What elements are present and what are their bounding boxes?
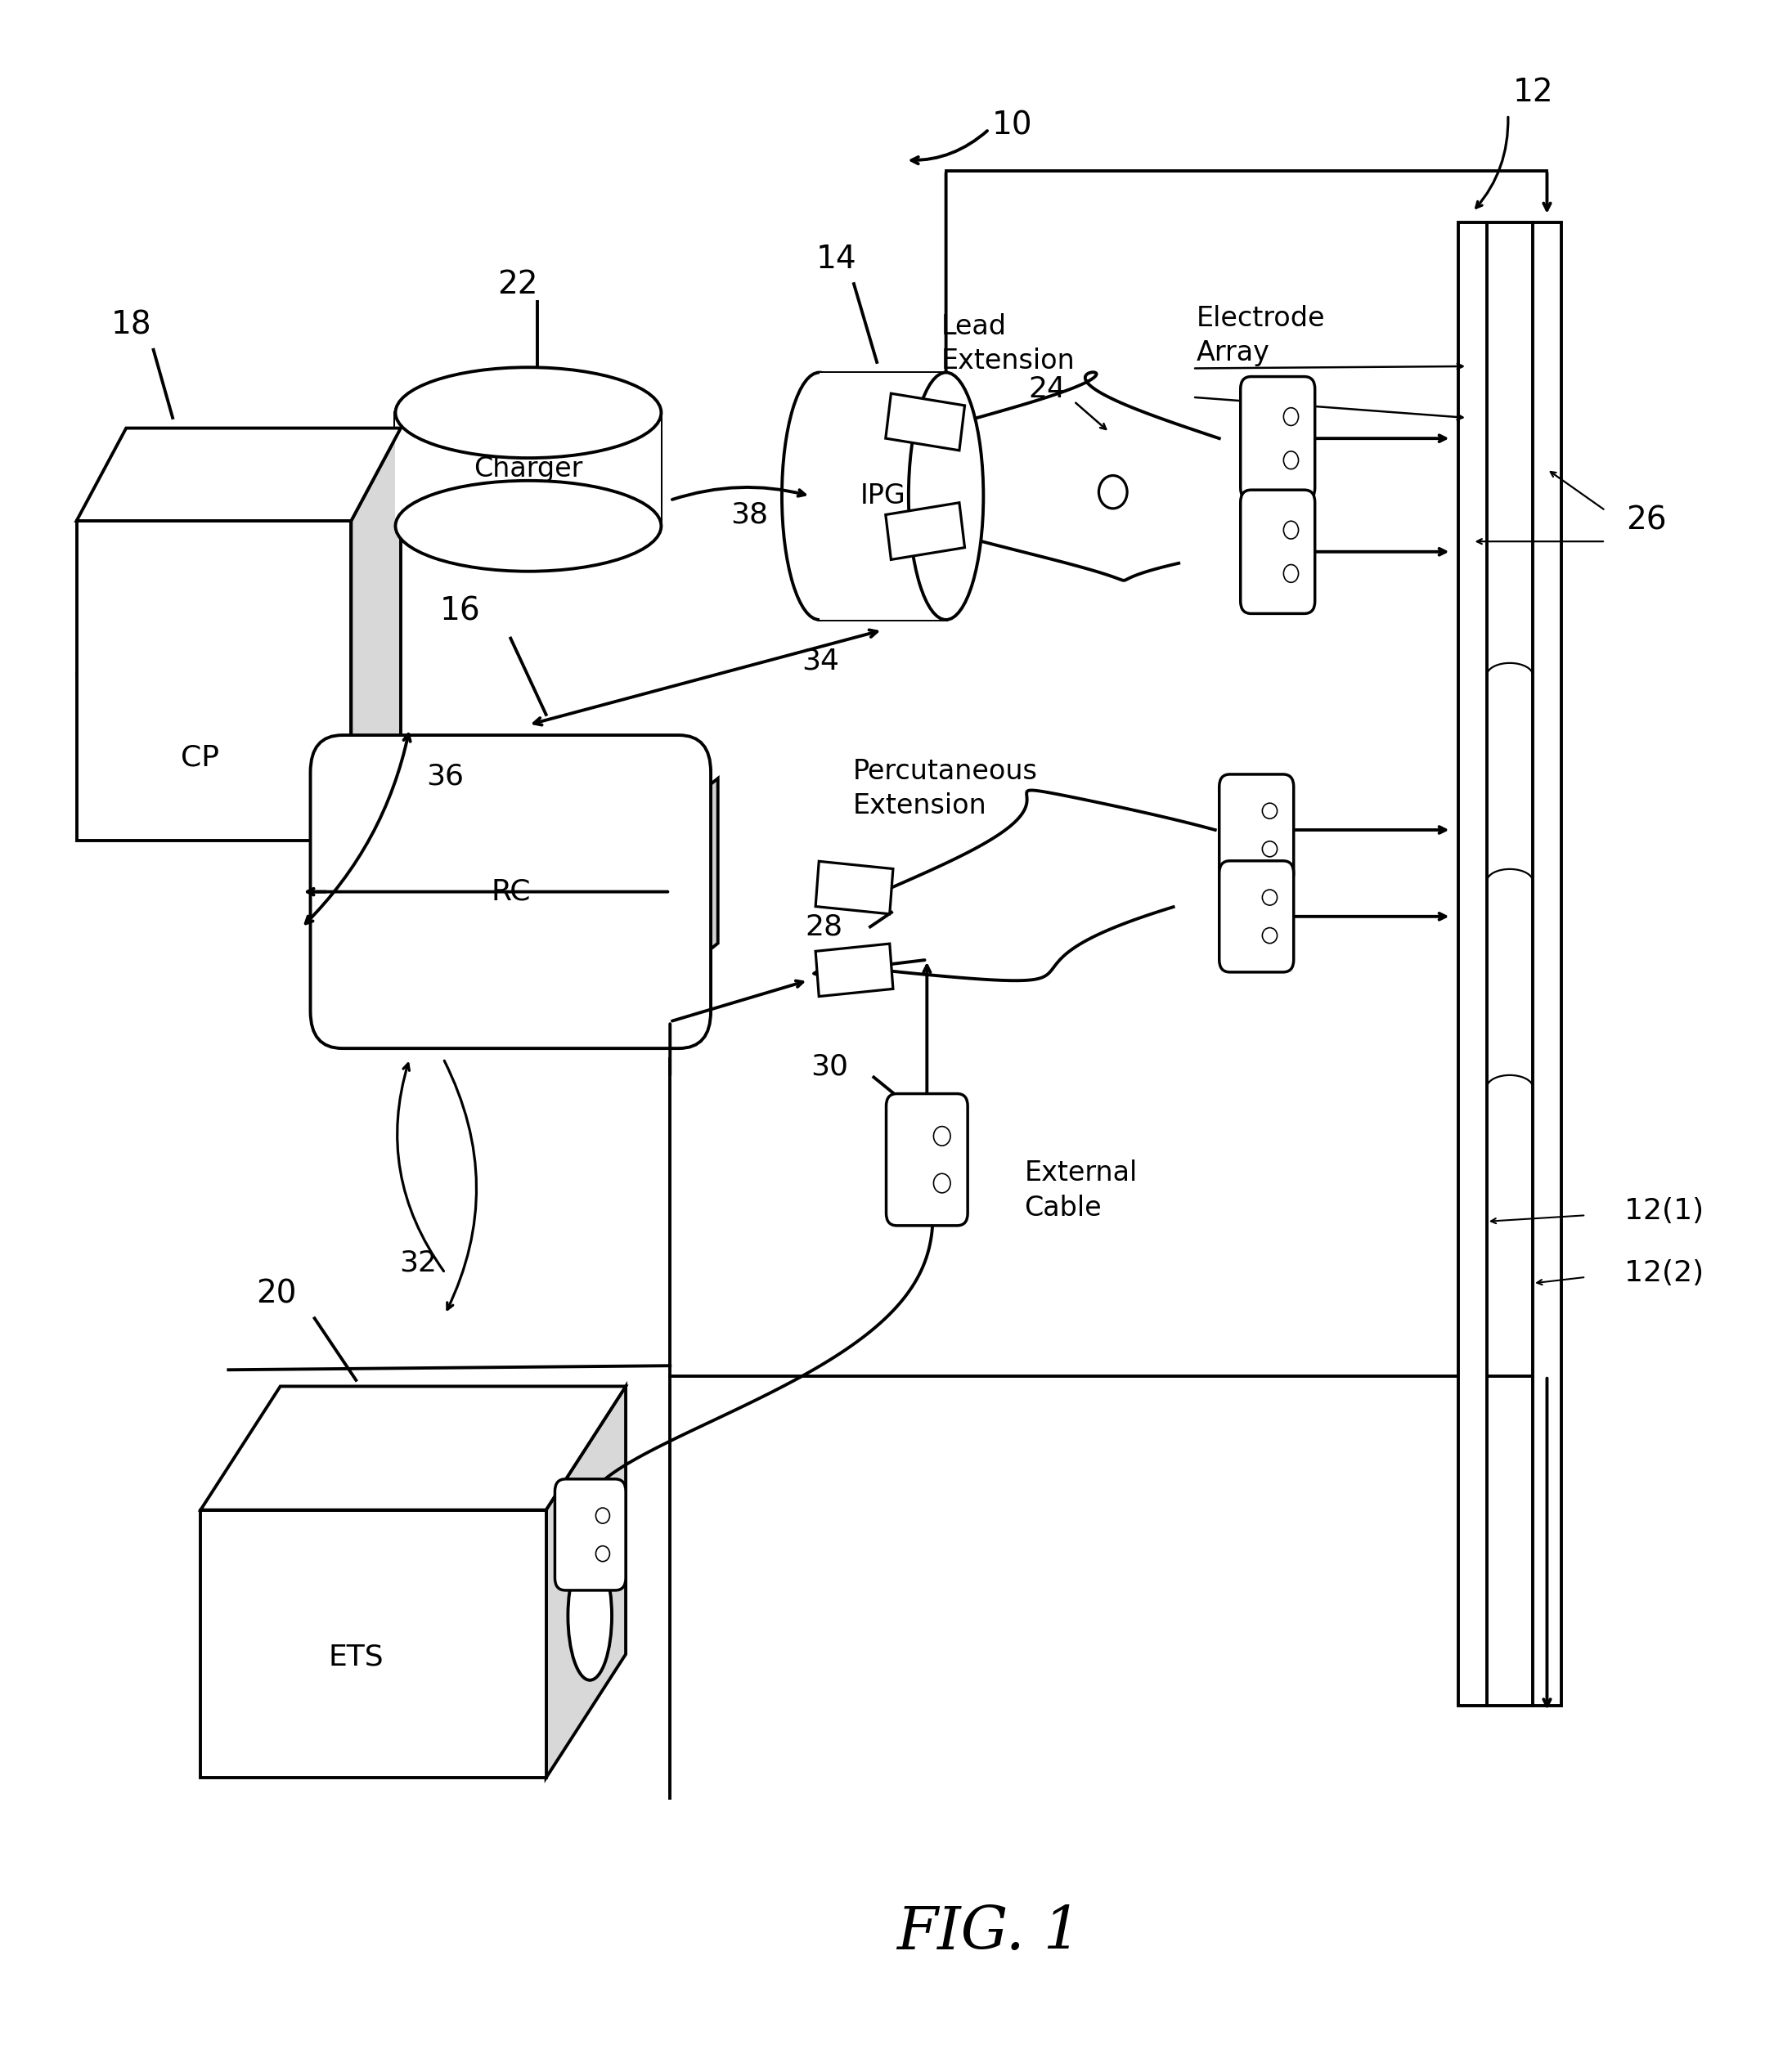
Text: External
Cable: External Cable <box>1025 1160 1138 1220</box>
Text: 18: 18 <box>111 309 152 340</box>
Text: Electrode
Array: Electrode Array <box>1196 305 1325 367</box>
Text: 12(1): 12(1) <box>1624 1198 1703 1225</box>
Text: FIG. 1: FIG. 1 <box>897 1904 1080 1962</box>
Text: RC: RC <box>490 879 530 905</box>
Ellipse shape <box>569 1552 612 1680</box>
Text: 36: 36 <box>426 762 464 789</box>
Ellipse shape <box>1284 408 1298 425</box>
Polygon shape <box>886 503 965 559</box>
Text: 24: 24 <box>1029 375 1066 402</box>
Text: IPG: IPG <box>859 483 906 510</box>
FancyBboxPatch shape <box>886 1094 968 1225</box>
Text: 28: 28 <box>806 914 843 941</box>
Ellipse shape <box>1262 804 1277 818</box>
FancyBboxPatch shape <box>310 736 711 1048</box>
Polygon shape <box>77 429 401 520</box>
Ellipse shape <box>396 481 661 572</box>
Text: Lead
Extension: Lead Extension <box>941 313 1075 375</box>
Text: ETS: ETS <box>328 1643 383 1672</box>
Ellipse shape <box>1098 474 1127 508</box>
Ellipse shape <box>1284 452 1298 468</box>
Ellipse shape <box>934 1173 950 1193</box>
Polygon shape <box>546 1386 626 1778</box>
FancyBboxPatch shape <box>1241 377 1314 499</box>
Ellipse shape <box>1262 889 1277 905</box>
Bar <box>1533 222 1562 1705</box>
Ellipse shape <box>396 367 661 458</box>
Ellipse shape <box>934 1127 950 1146</box>
Polygon shape <box>351 429 401 841</box>
Polygon shape <box>200 1386 626 1510</box>
Text: 12: 12 <box>1512 77 1553 108</box>
Polygon shape <box>815 943 893 997</box>
Polygon shape <box>886 394 965 450</box>
Bar <box>396 412 661 526</box>
Text: 32: 32 <box>399 1249 437 1276</box>
Bar <box>820 373 947 620</box>
Text: 22: 22 <box>497 269 538 300</box>
Text: 34: 34 <box>802 646 840 675</box>
Polygon shape <box>679 779 719 974</box>
Text: 26: 26 <box>1626 506 1667 537</box>
Polygon shape <box>200 1510 546 1778</box>
FancyBboxPatch shape <box>1220 860 1294 972</box>
Ellipse shape <box>1262 928 1277 943</box>
Polygon shape <box>815 862 893 914</box>
Polygon shape <box>374 980 686 1011</box>
Text: 30: 30 <box>811 1053 849 1082</box>
Text: Percutaneous
Extension: Percutaneous Extension <box>852 758 1038 818</box>
Bar <box>1458 222 1487 1705</box>
Text: 10: 10 <box>991 110 1032 141</box>
Ellipse shape <box>596 1546 610 1562</box>
Text: 38: 38 <box>731 501 768 528</box>
FancyBboxPatch shape <box>1241 489 1314 613</box>
Text: 14: 14 <box>817 244 858 276</box>
Text: Charger: Charger <box>474 456 583 483</box>
Ellipse shape <box>1284 520 1298 539</box>
Text: 12(2): 12(2) <box>1624 1260 1703 1287</box>
Ellipse shape <box>596 1508 610 1523</box>
FancyBboxPatch shape <box>555 1479 626 1591</box>
Text: 20: 20 <box>257 1278 296 1310</box>
Ellipse shape <box>1284 564 1298 582</box>
Ellipse shape <box>1262 841 1277 856</box>
Polygon shape <box>77 520 351 841</box>
Ellipse shape <box>909 373 984 620</box>
Ellipse shape <box>783 373 858 620</box>
Text: 16: 16 <box>440 597 480 628</box>
Text: CP: CP <box>180 744 219 771</box>
FancyBboxPatch shape <box>1220 775 1294 885</box>
